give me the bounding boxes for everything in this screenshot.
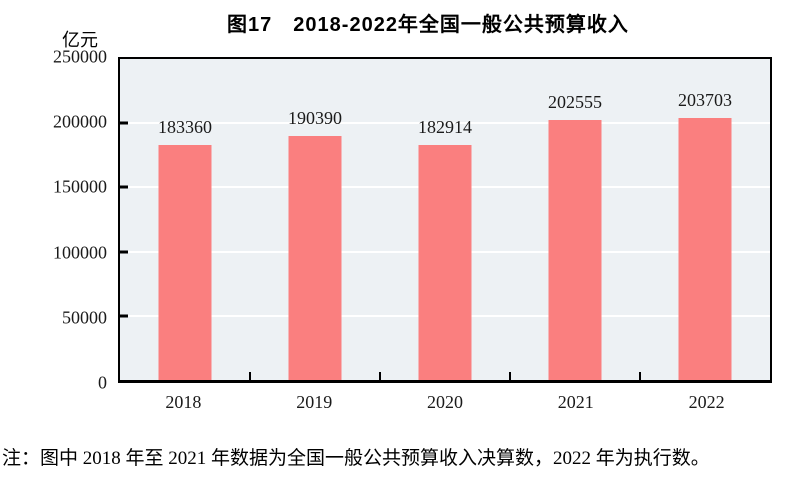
x-tick-label: 2018 [165, 392, 202, 412]
bar [548, 119, 602, 380]
y-tick-label: 0 [98, 372, 107, 393]
y-axis-tick [120, 185, 128, 189]
x-axis-tick [509, 372, 511, 380]
y-tick-label: 100000 [53, 242, 107, 263]
bar-value-label: 202555 [548, 91, 602, 112]
x-tick-label: 2019 [296, 392, 333, 412]
y-axis-unit-label: 亿元 [62, 30, 98, 50]
x-tick-label: 2021 [557, 392, 594, 412]
y-axis-labels: 0 50000 100000 150000 200000 250000 [0, 47, 107, 393]
y-tick-label: 150000 [53, 176, 107, 197]
y-axis-tick [120, 250, 128, 254]
y-axis-tick [120, 121, 128, 125]
x-axis-labels: 2018 2019 2020 2021 2022 [118, 392, 772, 416]
bar [678, 118, 732, 380]
bar-value-label: 183360 [158, 116, 212, 137]
x-axis-tick [639, 372, 641, 380]
x-tick-label: 2020 [427, 392, 463, 412]
y-axis-tick [120, 314, 128, 318]
y-tick-label: 200000 [53, 111, 107, 132]
gridline [120, 122, 770, 125]
bar [158, 144, 212, 380]
bar [288, 135, 342, 380]
chart-note: 注：图中 2018 年至 2021 年数据为全国一般公共预算收入决算数，2022… [2, 448, 710, 469]
bar-value-label: 182914 [418, 117, 472, 138]
bar [418, 145, 472, 380]
plot-area: 183360 190390 182914 202555 203703 [118, 57, 772, 383]
bar-value-label: 190390 [288, 107, 342, 128]
chart-title: 图17 2018-2022年全国一般公共预算收入 [227, 14, 629, 36]
bar-value-label: 203703 [678, 90, 732, 111]
y-tick-label: 50000 [62, 307, 107, 328]
x-axis-tick [379, 372, 381, 380]
x-axis-tick [249, 372, 251, 380]
x-tick-label: 2022 [688, 392, 725, 412]
y-tick-label: 250000 [53, 46, 107, 67]
